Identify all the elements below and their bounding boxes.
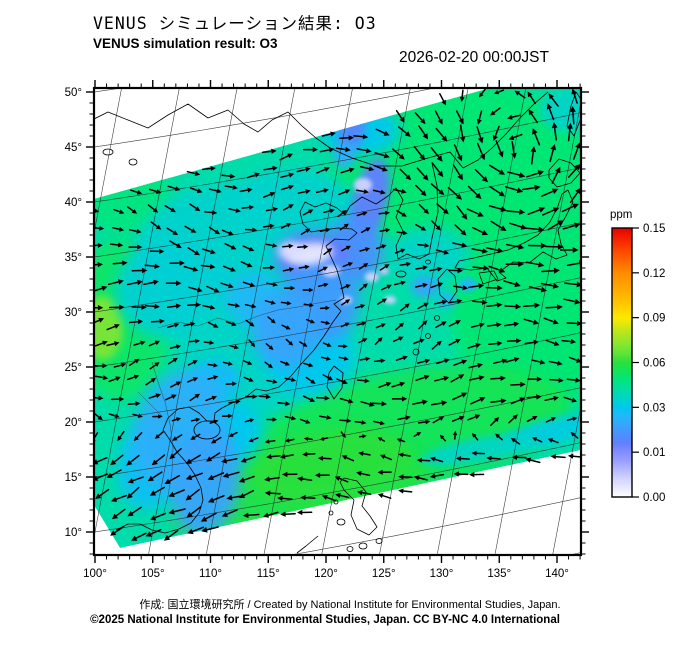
forecast-timestamp: 2026-02-20 00:00JST	[399, 49, 549, 66]
lat-tick-label: 50°	[65, 87, 82, 99]
lon-tick-label: 100°	[83, 568, 107, 580]
credit-line: 作成: 国立環境研究所 / Created by National Instit…	[139, 599, 561, 611]
coastlines	[94, 91, 581, 554]
map-frame-axes: 100° 105° 110° 115° 120° 125° 130° 135° 140° 50° 4…	[65, 80, 589, 580]
colorbar: 0.15 0.12 0.09 0.06 0.03 0.01 0.00 ppm	[610, 209, 665, 504]
page-title-english: VENUS simulation result: O3	[93, 36, 278, 51]
colorbar-tick-label: 0.01	[643, 447, 665, 459]
colorbar-tick-label: 0.06	[643, 358, 665, 370]
lat-tick-label: 40°	[65, 197, 82, 209]
lon-tick-label: 125°	[372, 568, 396, 580]
lon-tick-label: 120°	[314, 568, 338, 580]
lon-tick-label: 140°	[545, 568, 569, 580]
colorbar-tick-label: 0.12	[643, 268, 665, 280]
colorbar-unit-label: ppm	[610, 209, 632, 221]
page-title-japanese: VENUS シミュレーション結果: O3	[93, 14, 377, 33]
colorbar-tick-label: 0.00	[643, 492, 665, 504]
graticule	[94, 88, 581, 555]
lon-tick-label: 105°	[141, 568, 165, 580]
lat-tick-label: 20°	[65, 417, 82, 429]
colorbar-tick-label: 0.03	[643, 402, 665, 414]
lat-tick-label: 10°	[65, 527, 82, 539]
lon-tick-label: 110°	[199, 568, 222, 580]
lon-tick-label: 135°	[487, 568, 511, 580]
lat-tick-label: 35°	[65, 252, 82, 264]
lat-tick-label: 45°	[65, 142, 82, 154]
wind-arrows	[94, 88, 581, 541]
lat-tick-label: 25°	[65, 362, 82, 374]
colorbar-tick-label: 0.09	[643, 313, 665, 325]
lat-tick-label: 30°	[65, 307, 82, 319]
lon-tick-label: 115°	[257, 568, 280, 580]
license-line: ©2025 National Institute for Environment…	[90, 614, 560, 626]
colorbar-tick-label: 0.15	[643, 223, 665, 235]
lon-tick-label: 130°	[430, 568, 454, 580]
lat-tick-label: 15°	[65, 472, 82, 484]
